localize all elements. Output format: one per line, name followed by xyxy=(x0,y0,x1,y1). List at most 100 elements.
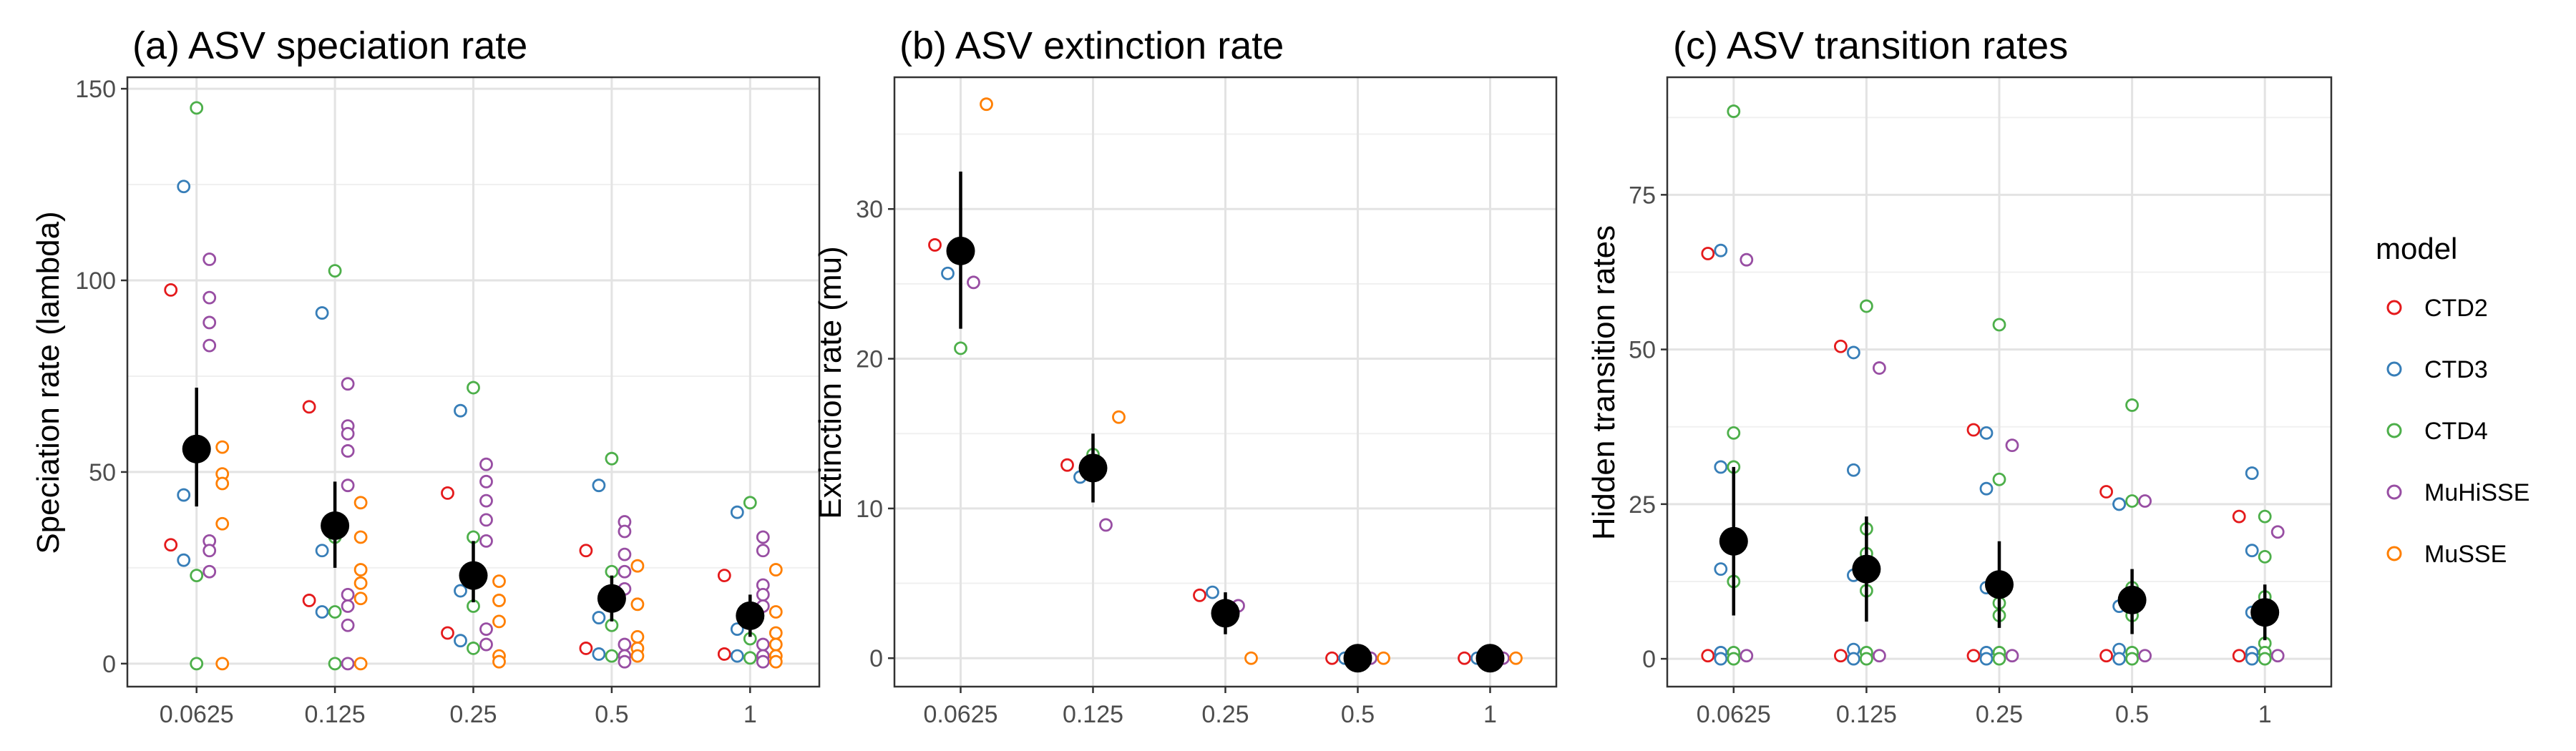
data-point xyxy=(1458,651,1471,665)
data-point xyxy=(769,605,783,619)
data-point xyxy=(1714,460,1728,474)
data-point xyxy=(1112,410,1126,424)
data-point xyxy=(341,587,355,602)
legend-key xyxy=(2386,423,2402,438)
data-point xyxy=(1714,562,1728,576)
data-point xyxy=(190,657,204,671)
data-point xyxy=(2112,652,2127,666)
y-tick-label: 0 xyxy=(102,651,116,678)
data-point xyxy=(1377,651,1390,665)
data-point xyxy=(190,101,204,115)
plot-area: 0 25 50 75 0.0625 0.125 0.25 0.5 1 xyxy=(1629,76,2333,728)
data-point xyxy=(215,476,230,491)
data-point xyxy=(743,651,757,665)
legend-label: MuSSE xyxy=(2424,541,2507,568)
data-point xyxy=(1979,652,1994,666)
data-point xyxy=(190,569,204,583)
x-tick-label: 0.25 xyxy=(1201,701,1249,728)
mean-point xyxy=(459,561,488,590)
data-point xyxy=(618,547,632,561)
data-point xyxy=(467,642,480,655)
data-point xyxy=(341,599,355,613)
data-point xyxy=(1509,651,1523,665)
data-point xyxy=(2245,544,2259,558)
data-point xyxy=(341,377,355,391)
data-point xyxy=(1992,472,2006,486)
data-point xyxy=(730,649,744,663)
x-tick-label: 0.0625 xyxy=(1697,701,1771,728)
data-point xyxy=(492,614,506,629)
plot-area: 0 50 100 150 0.0625 0.125 0.25 0.5 1 xyxy=(75,76,821,728)
x-tick-label: 0.0625 xyxy=(924,701,998,728)
data-point xyxy=(2125,494,2140,508)
data-point xyxy=(928,238,942,252)
data-point xyxy=(756,587,770,602)
data-point xyxy=(1966,649,1981,663)
panel-transition: (c) ASV transition rates Hidden transiti… xyxy=(1586,24,2333,728)
data-point xyxy=(2125,398,2140,412)
x-tick-label: 0.125 xyxy=(1063,701,1123,728)
data-point xyxy=(479,637,493,652)
data-point xyxy=(1701,247,1715,260)
data-point xyxy=(756,654,770,669)
data-point xyxy=(2258,549,2272,564)
data-point xyxy=(479,494,493,508)
legend-key xyxy=(2386,300,2402,315)
mean-point xyxy=(182,434,211,463)
x-tick-label: 0.5 xyxy=(1341,701,1375,728)
data-point xyxy=(1727,426,1741,440)
data-point xyxy=(630,649,645,663)
data-point xyxy=(630,559,645,573)
data-point xyxy=(2232,509,2246,524)
data-point xyxy=(328,264,342,278)
data-point xyxy=(341,657,355,671)
data-point xyxy=(756,530,770,544)
data-point xyxy=(1727,652,1741,666)
x-tick-label: 0.125 xyxy=(1836,701,1897,728)
data-point xyxy=(215,440,230,454)
data-point xyxy=(2138,649,2152,663)
data-point xyxy=(177,180,191,194)
y-tick-label: 50 xyxy=(1629,337,1656,364)
mean-point xyxy=(1211,599,1240,628)
y-tick-label: 0 xyxy=(1642,646,1656,673)
y-tick-label: 100 xyxy=(75,267,116,295)
data-point xyxy=(1979,481,1994,496)
data-point xyxy=(1060,458,1074,472)
data-point xyxy=(769,563,783,576)
y-axis-label: Hidden transition rates xyxy=(1586,225,1621,540)
data-point xyxy=(479,513,493,527)
data-point xyxy=(2112,497,2127,511)
panel-border xyxy=(1666,76,2333,688)
data-point xyxy=(1714,652,1728,666)
data-point xyxy=(1206,585,1219,599)
mean-point xyxy=(1475,644,1505,673)
legend-label: MuHiSSE xyxy=(2424,479,2529,506)
data-point xyxy=(1727,104,1741,118)
x-tick-label: 1 xyxy=(1483,701,1497,728)
data-point xyxy=(1833,339,1848,353)
y-tick-label: 150 xyxy=(75,76,116,103)
x-tick-label: 0.5 xyxy=(595,701,628,728)
data-point xyxy=(1740,649,1754,663)
data-point xyxy=(1846,463,1860,477)
x-tick-label: 1 xyxy=(743,701,757,728)
data-point xyxy=(315,544,329,558)
legend-items: CTD2 CTD3 CTD4 MuHiSSE MuSSE xyxy=(2386,295,2529,568)
y-tick-label: 10 xyxy=(856,496,883,523)
panel-title: (a) ASV speciation rate xyxy=(132,24,527,67)
panel-border xyxy=(126,76,821,688)
data-point xyxy=(2138,494,2152,508)
data-point xyxy=(315,306,329,320)
data-point xyxy=(1714,243,1728,257)
legend-label: CTD2 xyxy=(2424,295,2488,322)
legend-key xyxy=(2386,546,2402,561)
data-point xyxy=(492,654,506,669)
x-tick-label: 0.25 xyxy=(449,701,497,728)
data-point xyxy=(341,618,355,632)
data-point xyxy=(730,505,744,519)
data-point xyxy=(592,647,606,661)
data-point xyxy=(2099,649,2114,663)
data-point xyxy=(579,642,593,655)
data-point xyxy=(492,574,506,589)
